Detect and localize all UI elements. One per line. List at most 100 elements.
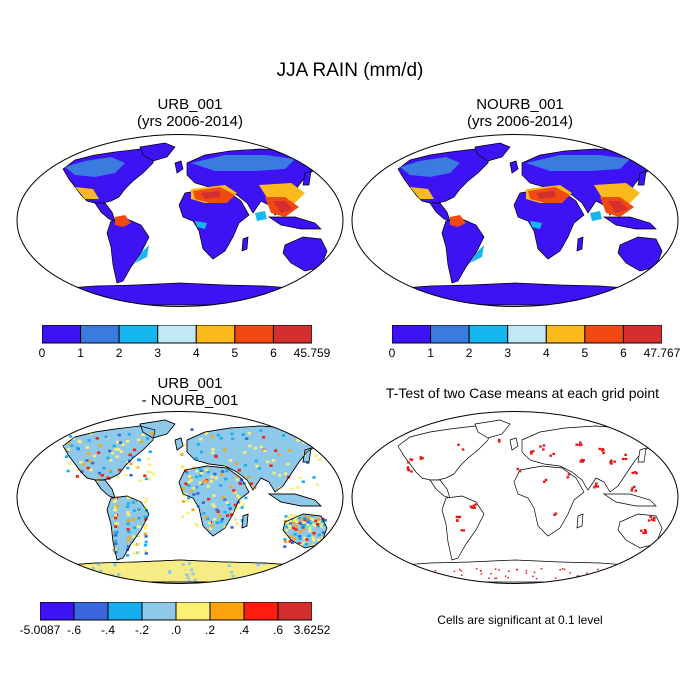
anomaly-cell [312, 518, 316, 521]
colorbar-swatch [73, 602, 109, 621]
anomaly-cell [228, 459, 233, 462]
landmass-greenland [474, 419, 511, 439]
anomaly-cell [91, 461, 95, 465]
anomaly-cell [243, 463, 248, 467]
significant-cell [469, 505, 473, 508]
colorbar-urb [42, 325, 312, 344]
landmass-britain [509, 437, 519, 451]
anomaly-cell [133, 448, 137, 452]
anomaly-cell [314, 519, 318, 523]
anomaly-cell [243, 483, 248, 487]
significant-cell [634, 489, 638, 492]
colorbar-tick-label: .2 [204, 623, 216, 637]
anomaly-cell [190, 568, 194, 572]
anomaly-cell [199, 469, 203, 473]
significant-cell [456, 519, 459, 522]
anomaly-cell [237, 468, 241, 472]
anomaly-cell [220, 517, 225, 521]
anomaly-cell [240, 506, 244, 509]
significant-cell [471, 506, 474, 509]
significant-cell [559, 569, 561, 571]
landmass-northAmerica [62, 148, 156, 204]
significant-cell [460, 570, 463, 572]
anomaly-cell [235, 566, 239, 570]
anomaly-cell [47, 569, 51, 573]
anomaly-cell [115, 504, 119, 508]
significant-cell [419, 569, 421, 571]
landmass-britain [174, 160, 184, 174]
anomaly-cell [144, 552, 148, 555]
panel-title-nourb: NOURB_001 (yrs 2006-2014) [355, 96, 685, 130]
significant-cell [525, 569, 528, 572]
anomaly-cell [194, 486, 199, 489]
colorbar-swatch [545, 325, 586, 344]
anomaly-cell [115, 522, 120, 525]
anomaly-cell [206, 470, 211, 474]
significant-cell [652, 519, 656, 522]
colorbar-tick-label: 45.759 [293, 346, 331, 360]
significant-cell [416, 575, 419, 577]
anomaly-cell [302, 521, 306, 524]
anomaly-cell [310, 567, 314, 571]
anomaly-cell [247, 431, 251, 435]
anomaly-cell [194, 522, 198, 526]
significant-cell [607, 574, 610, 576]
anomaly-cell [127, 513, 131, 517]
precip-region-low [65, 155, 295, 177]
anomaly-cell [297, 535, 302, 538]
anomaly-cell [303, 516, 307, 520]
anomaly-cell [278, 473, 282, 477]
anomaly-cell [132, 552, 136, 555]
colorbar-tick-label: 1 [427, 346, 434, 360]
colorbar-tick-label: 0 [38, 346, 46, 360]
anomaly-cell [284, 528, 289, 532]
anomaly-cell [131, 501, 136, 504]
anomaly-cell [230, 432, 234, 436]
anomaly-cell [199, 450, 204, 454]
significant-cell [576, 575, 579, 577]
colorbar-tick-label: 6 [270, 346, 277, 360]
significant-cell [516, 568, 518, 571]
anomaly-cell [185, 471, 189, 475]
anomaly-cell [227, 503, 231, 506]
anomaly-cell [254, 459, 258, 463]
anomaly-cell [307, 516, 311, 519]
significant-cell [639, 529, 643, 532]
anomaly-cell [192, 575, 196, 579]
anomaly-cell [294, 525, 298, 528]
anomaly-cell [126, 528, 130, 531]
landmass-seAsia [602, 493, 657, 507]
anomaly-cell [301, 480, 305, 484]
anomaly-cell [198, 481, 202, 485]
panel-title-line2: - NOURB_001 [141, 392, 239, 409]
anomaly-cell [210, 524, 214, 528]
anomaly-cell [236, 507, 240, 510]
anomaly-cell [297, 521, 301, 525]
anomaly-cell [253, 571, 257, 575]
significant-cell [621, 457, 625, 461]
map-border [16, 134, 344, 307]
anomaly-cell [306, 523, 310, 527]
anomaly-cell [143, 515, 147, 519]
anomaly-cell [202, 512, 206, 515]
significant-cell [543, 480, 546, 483]
anomaly-cell [263, 449, 267, 453]
colorbar-swatch [42, 325, 82, 344]
anomaly-cell [283, 538, 287, 541]
colorbar-tick-label: 3.6252 [293, 623, 331, 637]
anomaly-cell [199, 437, 203, 441]
panel-title-urb: URB_001 (yrs 2006-2014) [25, 96, 355, 130]
coastline-madagascar [241, 513, 249, 529]
colorbar-tick-label: 0 [388, 346, 396, 360]
colorbar-swatch [209, 602, 245, 621]
significant-cell [549, 454, 552, 457]
significant-cell [419, 457, 423, 460]
anomaly-cell [108, 469, 112, 473]
anomaly-cell [127, 433, 131, 436]
significant-cell [561, 568, 564, 570]
significant-cell [542, 448, 545, 451]
anomaly-cell [146, 437, 150, 440]
landmass-madagascar [576, 513, 584, 529]
anomaly-cell [53, 568, 57, 572]
anomaly-cell [82, 463, 86, 466]
